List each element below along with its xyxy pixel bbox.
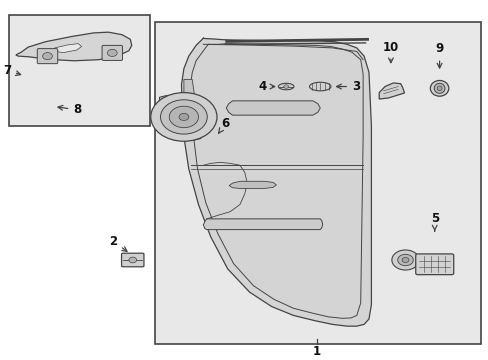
Polygon shape <box>183 79 198 128</box>
FancyBboxPatch shape <box>415 254 453 275</box>
Text: 2: 2 <box>109 234 127 251</box>
Polygon shape <box>378 83 404 99</box>
Ellipse shape <box>436 86 441 91</box>
Text: 1: 1 <box>312 345 320 358</box>
Polygon shape <box>203 219 322 230</box>
Text: 7: 7 <box>3 64 20 77</box>
Bar <box>154 22 480 344</box>
Polygon shape <box>226 101 320 115</box>
Text: 10: 10 <box>382 41 398 63</box>
Bar <box>8 15 149 126</box>
Text: 8: 8 <box>58 103 81 116</box>
Circle shape <box>107 49 117 57</box>
Text: 5: 5 <box>430 212 438 231</box>
Text: 3: 3 <box>336 80 359 93</box>
Circle shape <box>128 257 136 263</box>
Polygon shape <box>53 44 81 53</box>
Polygon shape <box>181 38 371 326</box>
Circle shape <box>179 113 188 121</box>
Ellipse shape <box>278 83 293 90</box>
Text: 6: 6 <box>218 117 229 133</box>
Ellipse shape <box>309 82 330 91</box>
Ellipse shape <box>429 80 448 96</box>
Ellipse shape <box>433 83 444 93</box>
Circle shape <box>150 93 217 141</box>
FancyBboxPatch shape <box>102 45 122 60</box>
Circle shape <box>283 85 288 88</box>
FancyBboxPatch shape <box>37 49 58 64</box>
FancyBboxPatch shape <box>122 253 143 267</box>
Polygon shape <box>159 95 208 140</box>
Circle shape <box>401 257 408 262</box>
Circle shape <box>160 100 207 134</box>
Circle shape <box>42 53 52 60</box>
Polygon shape <box>16 32 131 61</box>
Circle shape <box>397 254 412 266</box>
Circle shape <box>169 106 198 128</box>
Text: 9: 9 <box>435 42 443 68</box>
Polygon shape <box>229 181 276 189</box>
Text: 4: 4 <box>258 80 274 93</box>
Circle shape <box>391 250 418 270</box>
